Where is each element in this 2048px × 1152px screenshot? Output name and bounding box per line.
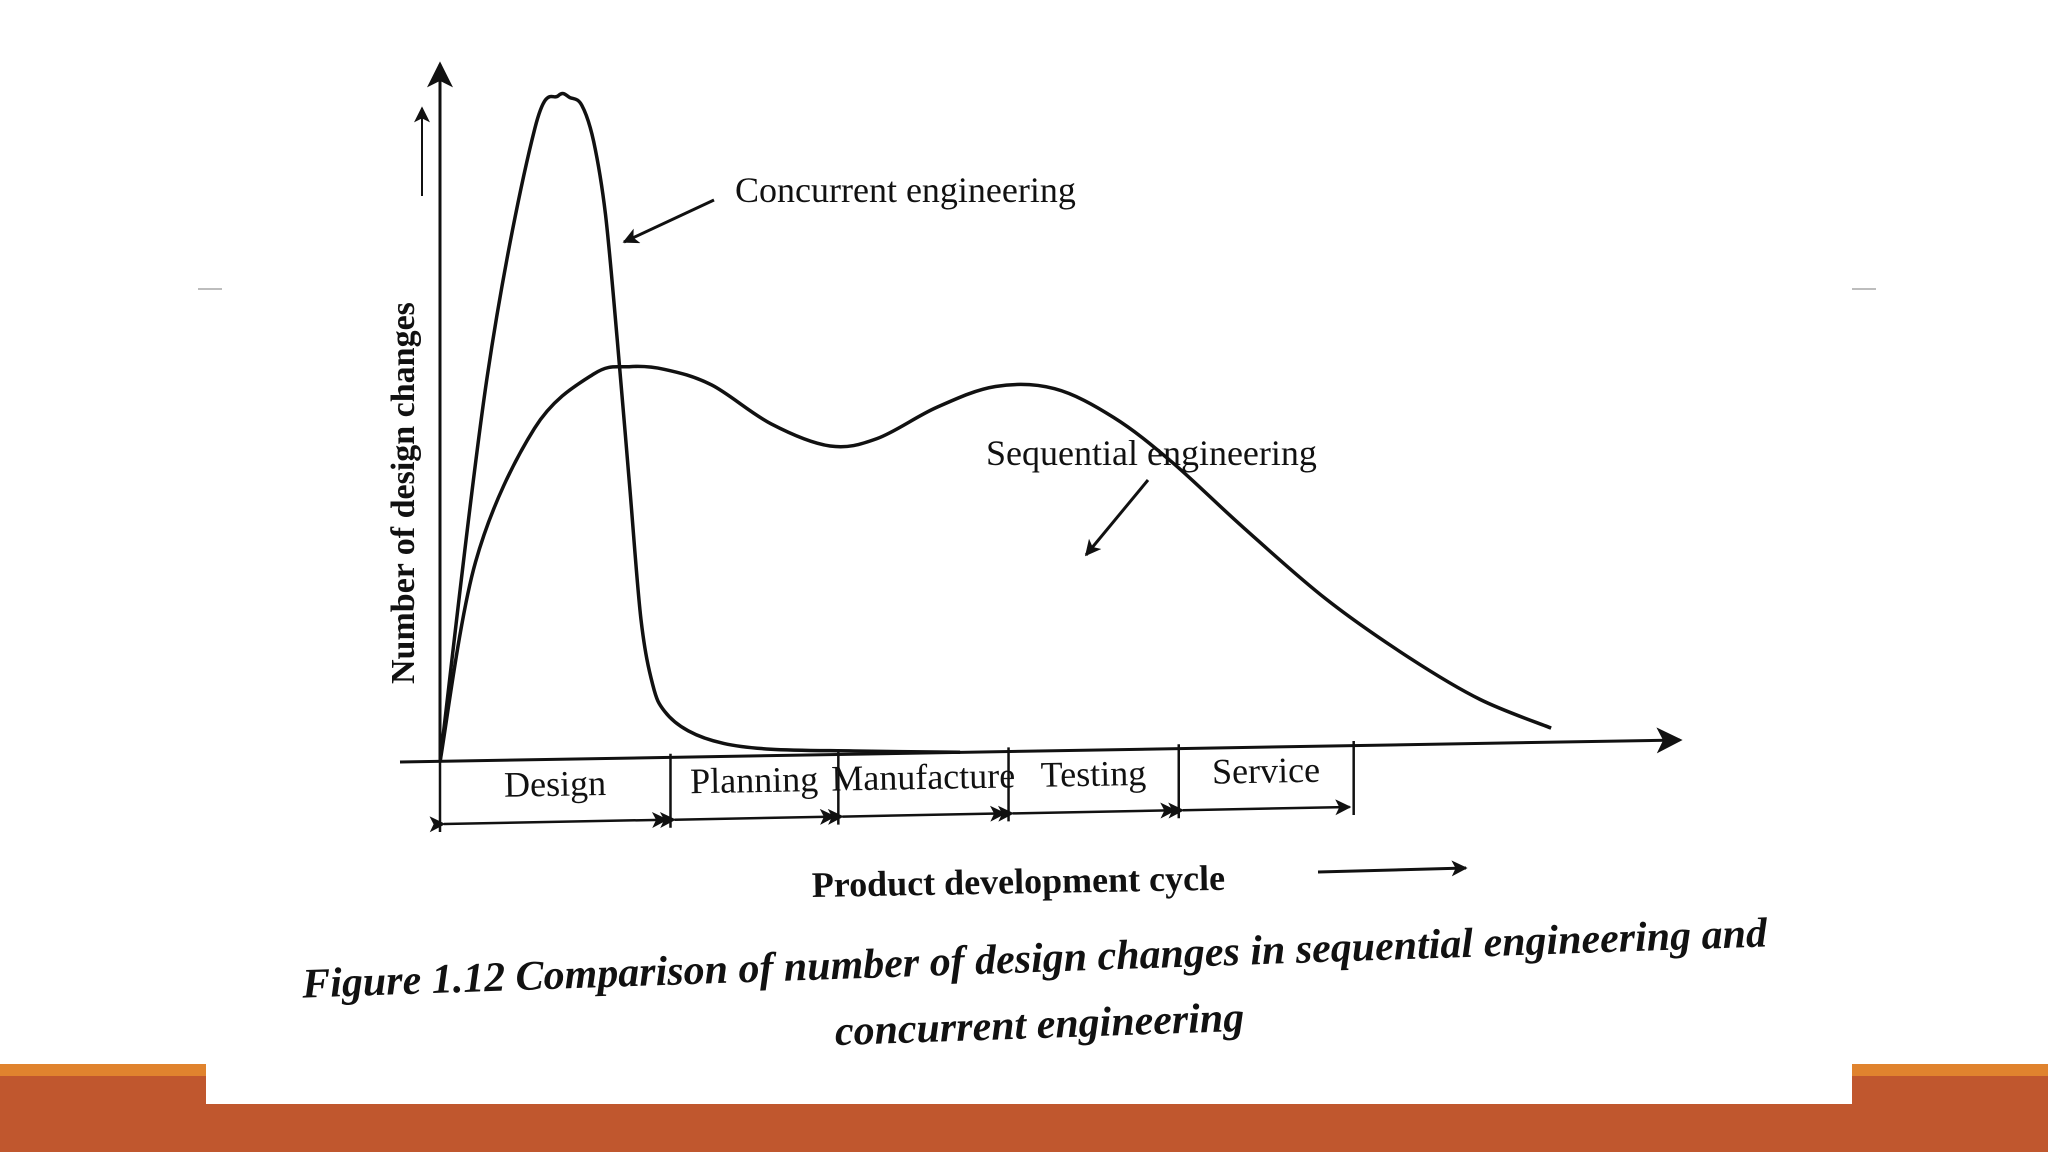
sequential-pointer-arrow xyxy=(1084,479,1150,557)
legend-label-concurrent: Concurrent engineering xyxy=(735,170,1076,210)
phase-span-arrow xyxy=(659,808,836,828)
concurrent-pointer-arrow xyxy=(622,198,715,244)
phase-span-arrow xyxy=(429,811,669,833)
phase-span-arrow xyxy=(997,802,1177,822)
caption-line-2: concurrent engineering xyxy=(834,995,1245,1055)
phase-label-design: Design xyxy=(504,763,607,805)
sequential-curve xyxy=(438,364,1552,763)
phase-span-arrow xyxy=(827,805,1007,825)
figure-caption: Figure 1.12 Comparison of number of desi… xyxy=(300,910,1768,1055)
caption-line-1: Figure 1.12 Comparison of number of desi… xyxy=(300,910,1768,1007)
left-edge-mark xyxy=(198,288,222,290)
right-edge-mark xyxy=(1852,288,1876,290)
phase-label-testing: Testing xyxy=(1040,753,1146,795)
series-layer xyxy=(438,91,1552,763)
y-axis-label: Number of design changes xyxy=(385,302,422,684)
x-axis-label-arrow xyxy=(1317,860,1468,877)
phase-span-arrow xyxy=(1168,799,1352,819)
chart-axes xyxy=(399,61,1683,764)
x-axis-label-group: Product development cycle xyxy=(811,858,1468,905)
phase-label-service: Service xyxy=(1212,750,1321,792)
phase-label-planning: Planning xyxy=(690,759,819,801)
phase-label-manufacture: Manufacture xyxy=(831,755,1016,798)
y-axis-label-group: Number of design changes xyxy=(385,106,430,684)
phase-layer: Design Planning Manufacture Testing Service xyxy=(429,741,1355,833)
concurrent-curve xyxy=(438,91,961,763)
series-labels: Concurrent engineering Sequential engine… xyxy=(622,170,1317,557)
x-axis-label: Product development cycle xyxy=(811,858,1225,905)
figure-panel xyxy=(206,0,1852,1104)
x-axis-line xyxy=(399,727,1683,764)
legend-label-sequential: Sequential engineering xyxy=(986,433,1317,473)
